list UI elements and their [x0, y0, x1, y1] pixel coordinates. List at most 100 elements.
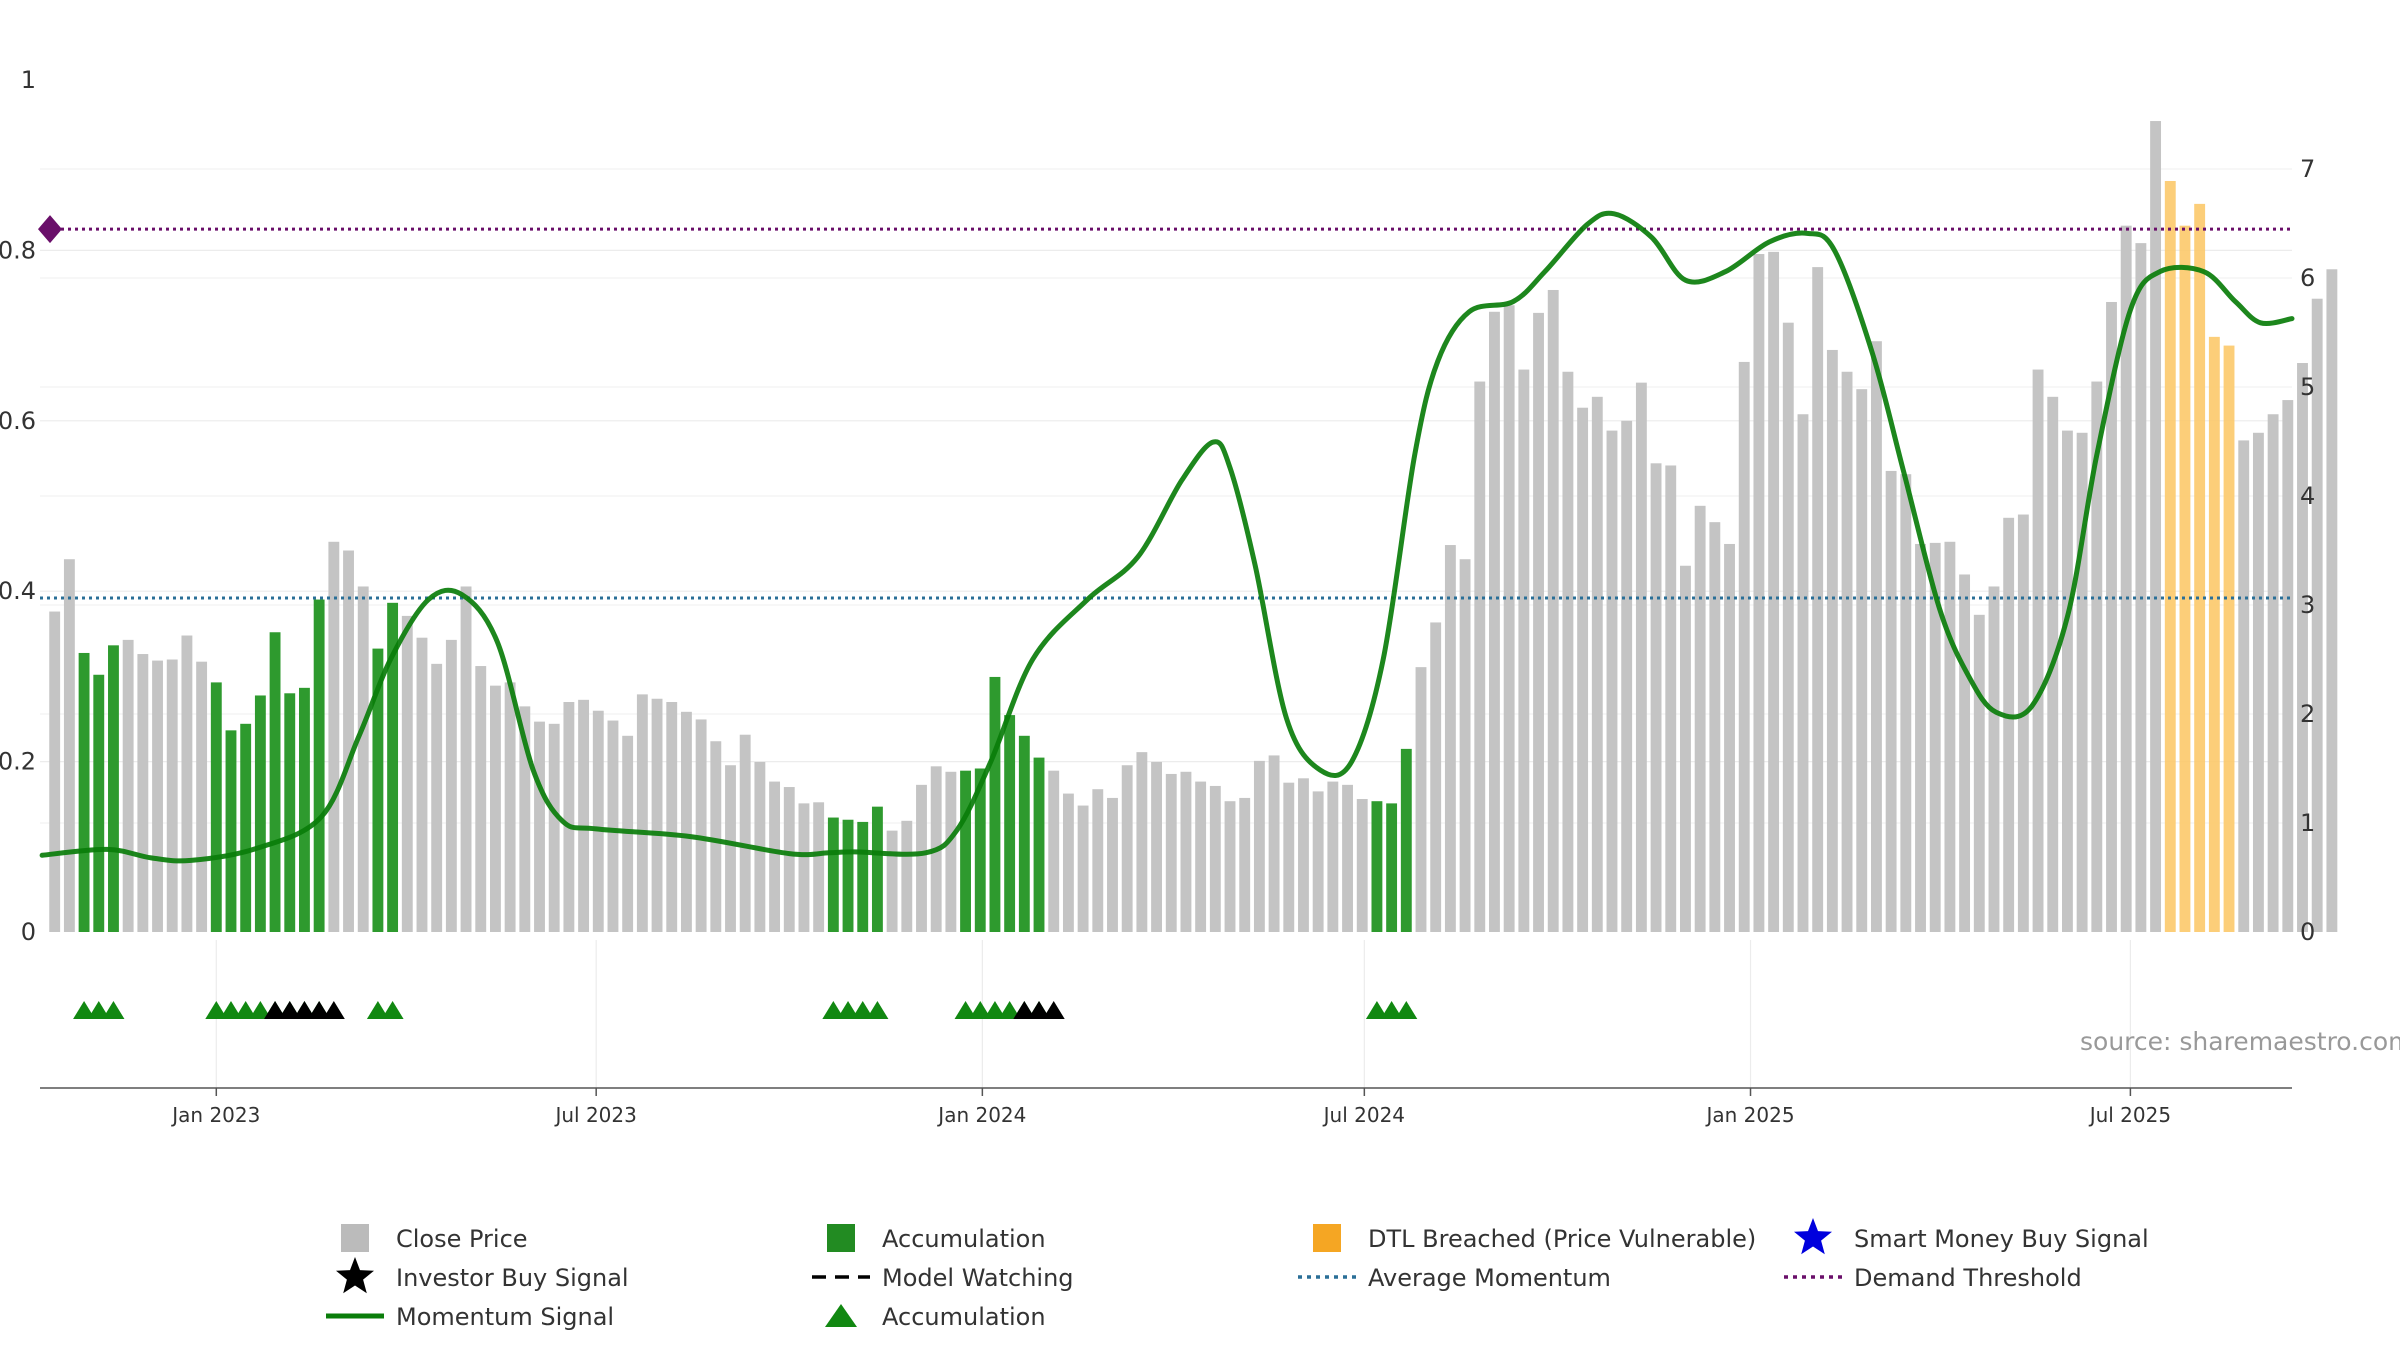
lines-layer	[38, 210, 2295, 864]
close-price-bar	[725, 765, 736, 932]
accumulation-bar	[93, 674, 105, 932]
close-price-bar	[1900, 474, 1912, 932]
close-price-bar	[1973, 614, 1985, 932]
investor-buy-signal-marker	[1013, 1001, 1036, 1019]
close-price-bar	[1430, 622, 1442, 932]
close-price-bar	[1136, 752, 1148, 932]
legend-item: Accumulation	[825, 1303, 1046, 1331]
close-price-bar	[401, 615, 413, 932]
accumulation-signal-marker	[381, 1001, 404, 1019]
close-price-bar	[1988, 586, 2000, 932]
close-price-bar	[2267, 414, 2279, 932]
accumulation-bar	[871, 806, 883, 932]
close-price-bar	[1959, 574, 1971, 932]
close-price-bar	[1077, 805, 1089, 932]
accumulation-bar	[387, 602, 399, 932]
close-price-bar	[1680, 565, 1691, 932]
close-price-bar	[328, 541, 340, 932]
investor-buy-signal-marker	[264, 1001, 287, 1019]
left-tick-label: 0	[21, 918, 36, 946]
close-price-bar	[1694, 505, 1706, 932]
accumulation-bar	[1033, 757, 1045, 932]
close-price-bar	[783, 787, 795, 932]
source-label: source: sharemaestro.com	[2080, 1027, 2400, 1056]
close-price-bar	[534, 721, 545, 932]
investor-buy-signal-marker	[1042, 1001, 1065, 1019]
close-price-bar	[1812, 267, 1824, 933]
legend-item: Investor Buy Signal	[336, 1257, 629, 1294]
accumulation-signal-marker	[234, 1001, 257, 1019]
close-price-bar	[1621, 420, 1633, 932]
dtl-breached-bar	[2179, 225, 2191, 932]
bars-layer	[49, 121, 2338, 933]
close-price-bar	[739, 734, 751, 932]
close-price-bar	[1444, 545, 1456, 932]
close-price-bar	[1665, 465, 1677, 932]
close-price-bar	[1650, 463, 1662, 932]
accumulation-bar	[857, 821, 869, 932]
dtl-breached-bar	[2208, 336, 2220, 932]
close-price-bar	[945, 771, 957, 932]
investor-buy-signal-marker	[1028, 1001, 1051, 1019]
close-price-bar	[2017, 514, 2029, 932]
legend-label: Average Momentum	[1368, 1264, 1611, 1292]
close-price-bar	[1298, 778, 1309, 932]
close-price-bar	[651, 698, 663, 932]
accumulation-bar	[974, 768, 986, 932]
close-price-bar	[1871, 341, 1882, 933]
right-tick-label: 5	[2300, 373, 2315, 401]
accumulation-signal-marker	[983, 1001, 1006, 1019]
close-price-bar	[1547, 289, 1559, 932]
accumulation-bar	[842, 819, 854, 932]
close-price-bar	[2032, 369, 2044, 932]
accumulation-bar	[269, 632, 281, 932]
close-price-bar	[1474, 381, 1486, 932]
close-price-bar	[636, 694, 648, 932]
close-price-bar	[695, 719, 707, 932]
close-price-bar	[63, 559, 75, 932]
close-price-bar	[2003, 517, 2015, 932]
close-price-bar	[1738, 361, 1750, 932]
close-price-bar	[2326, 269, 2338, 932]
axes-layer: 0 0.2 0.4 0.6 0.8 1 0 1 2 3 4 5 6 7 Jan 2023 Jul 2023 Ja…	[0, 66, 2315, 1127]
close-price-bar	[1489, 311, 1500, 932]
close-price-bar	[1312, 791, 1324, 932]
right-tick-label: 3	[2300, 591, 2315, 619]
close-price-bar	[445, 639, 457, 932]
right-tick-label: 6	[2300, 264, 2315, 292]
left-tick-label: 0.8	[0, 236, 36, 264]
dtl-breached-bar	[2194, 203, 2206, 932]
close-price-bar	[490, 685, 501, 932]
left-tick-label: 1	[21, 66, 36, 94]
close-price-bar	[769, 781, 781, 932]
close-price-bar	[1121, 765, 1133, 932]
close-price-bar	[1062, 793, 1074, 932]
close-price-bar	[1283, 782, 1295, 932]
legend-item: Model Watching	[812, 1264, 1074, 1292]
accumulation-bar	[1386, 803, 1398, 932]
legend-label: Demand Threshold	[1854, 1264, 2082, 1292]
close-price-bar	[1944, 541, 1956, 932]
x-tick-label: Jul 2024	[1322, 1103, 1405, 1127]
close-price-bar	[2076, 432, 2088, 932]
close-price-bar	[519, 706, 531, 932]
close-price-bar	[122, 639, 134, 932]
close-price-bar	[1753, 254, 1765, 932]
accumulation-bar	[1018, 735, 1030, 932]
close-price-bar	[2135, 243, 2147, 932]
close-price-bar	[1327, 781, 1339, 932]
close-price-bar	[1915, 543, 1926, 932]
close-price-bar	[1253, 760, 1265, 932]
close-price-bar	[1577, 407, 1589, 933]
close-price-bar	[1268, 755, 1280, 932]
legend-item: Accumulation	[827, 1224, 1046, 1253]
legend-swatch	[1313, 1224, 1341, 1252]
accumulation-signal-marker	[1365, 1001, 1388, 1019]
close-price-bar	[1356, 799, 1368, 932]
accumulation-signal-marker	[73, 1001, 96, 1019]
legend-swatch	[341, 1224, 369, 1252]
accumulation-bar	[225, 730, 237, 932]
close-price-bar	[1929, 542, 1941, 932]
accumulation-bar	[254, 695, 266, 932]
